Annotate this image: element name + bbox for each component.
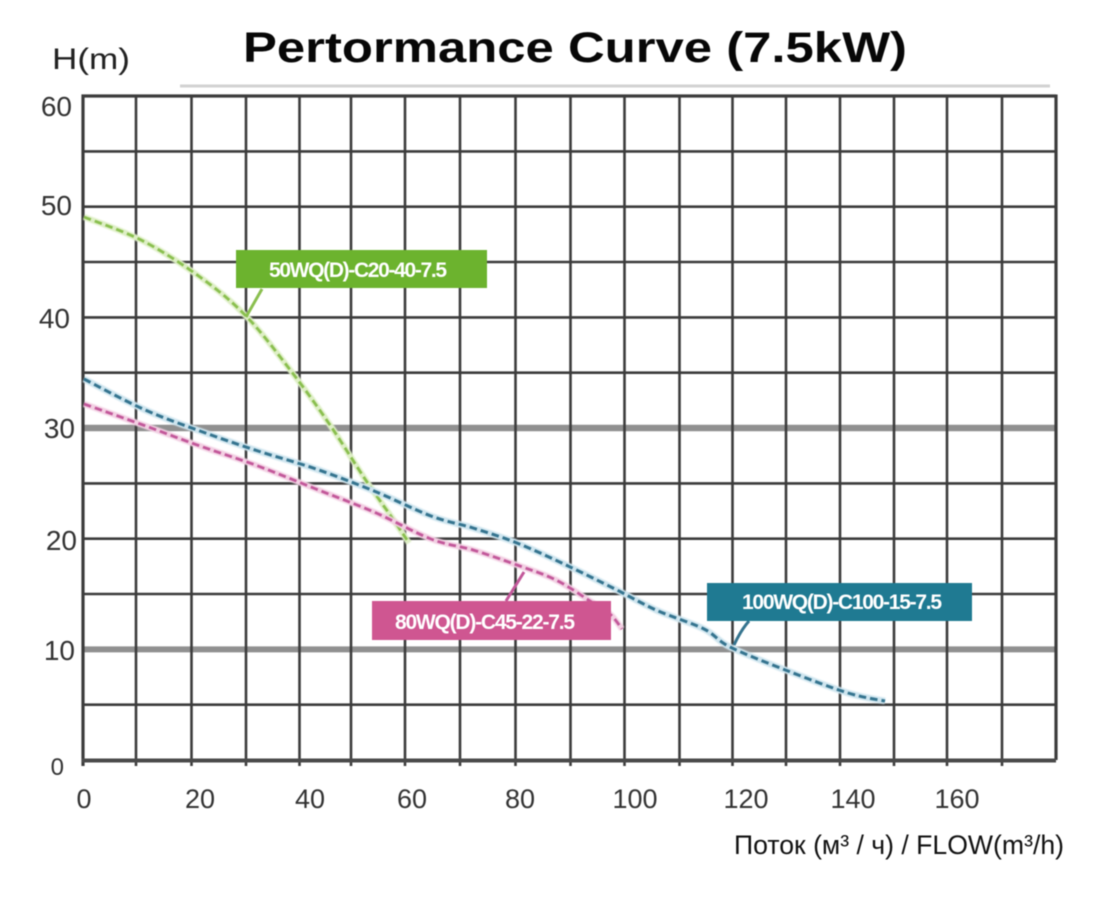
svg-text:60: 60 [41, 91, 72, 122]
svg-text:60: 60 [397, 784, 427, 814]
svg-text:20: 20 [185, 784, 215, 814]
svg-text:0: 0 [51, 754, 64, 781]
svg-text:50: 50 [41, 190, 72, 221]
svg-text:80: 80 [505, 784, 535, 814]
svg-text:50WQ(D)-C20-40-7.5: 50WQ(D)-C20-40-7.5 [269, 259, 447, 282]
svg-text:40: 40 [39, 303, 70, 334]
svg-text:20: 20 [46, 525, 77, 556]
svg-text:100: 100 [612, 784, 657, 814]
svg-text:40: 40 [295, 784, 325, 814]
svg-text:140: 140 [830, 784, 875, 814]
svg-text:0: 0 [76, 784, 91, 814]
svg-text:Поток (м³ / ч) / FLOW(m³/h): Поток (м³ / ч) / FLOW(m³/h) [734, 830, 1064, 860]
svg-text:30: 30 [44, 413, 75, 444]
svg-text:Pertormance Curve (7.5kW): Pertormance Curve (7.5kW) [243, 24, 907, 72]
svg-text:10: 10 [44, 635, 75, 666]
svg-text:100WQ(D)-C100-15-7.5: 100WQ(D)-C100-15-7.5 [742, 591, 942, 614]
svg-text:120: 120 [723, 784, 768, 814]
svg-text:80WQ(D)-C45-22-7.5: 80WQ(D)-C45-22-7.5 [395, 611, 575, 634]
svg-text:H(m): H(m) [52, 43, 130, 76]
svg-text:160: 160 [934, 784, 979, 814]
